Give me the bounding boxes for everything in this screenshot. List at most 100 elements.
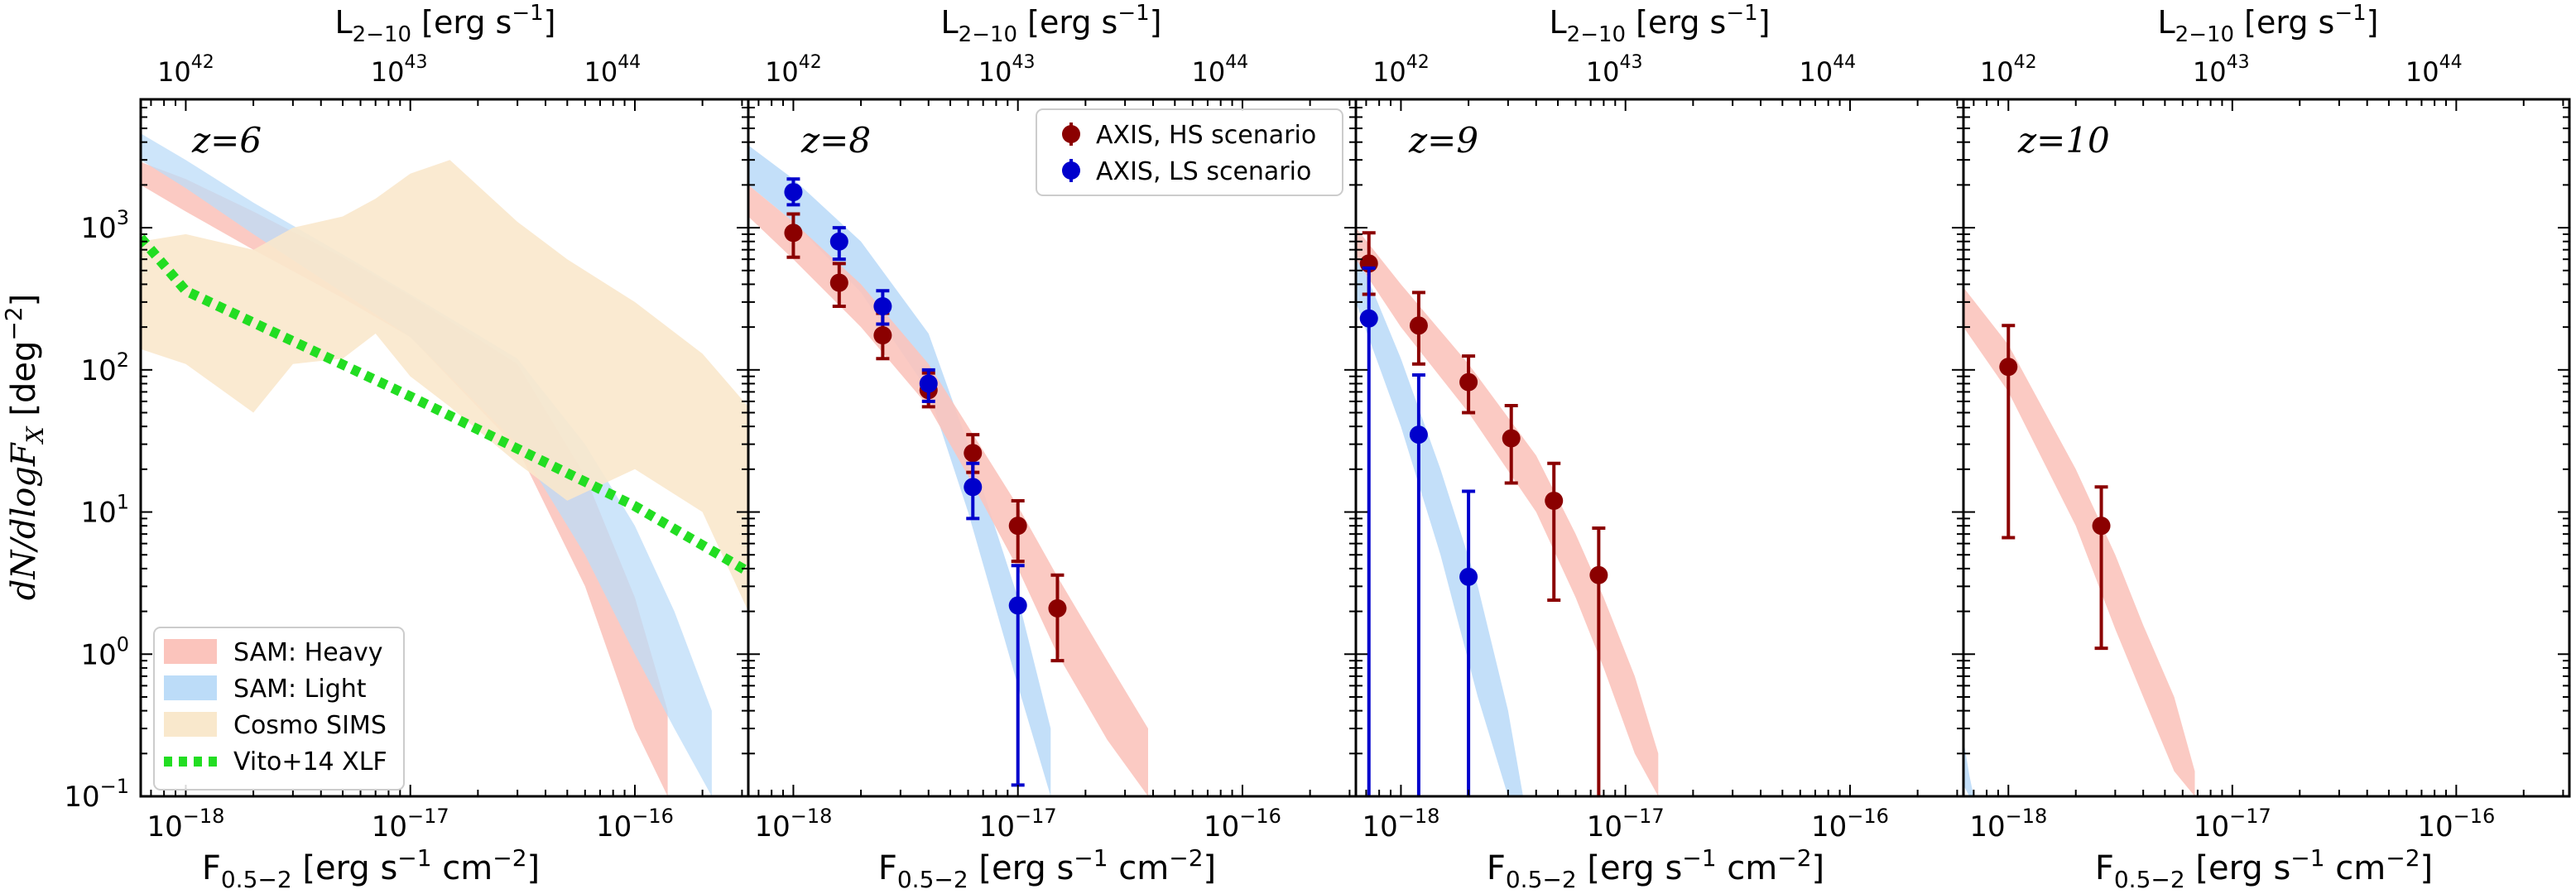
marker-hs xyxy=(1008,517,1027,536)
point-hs-panel-4-1 xyxy=(2092,485,2111,651)
top-tick-label: 1042 xyxy=(1372,52,1430,88)
legend-label-cosmo: Cosmo SIMS xyxy=(233,711,387,740)
x-tick-label: 10−17 xyxy=(1587,805,1665,844)
point-hs-panel-3-5 xyxy=(1589,526,1608,796)
y-tick-label: 10−1 xyxy=(64,775,129,814)
marker-hs xyxy=(1048,598,1067,618)
legend-frame xyxy=(153,627,405,791)
x-tick-label: 10−18 xyxy=(147,805,224,844)
marker-hs xyxy=(1545,491,1564,510)
point-hs-panel-4-0 xyxy=(1999,324,2018,540)
line-vito-xlf xyxy=(141,234,748,576)
x-tick-label: 10−17 xyxy=(2194,805,2271,844)
legend-swatch-sam-heavy xyxy=(164,639,217,664)
x-axis-label-panel-4: F0.5−2 [erg s−1 cm−2] xyxy=(2095,844,2433,893)
top-tick-label: 1044 xyxy=(1191,52,1248,88)
legend-label-sam-light: SAM: Light xyxy=(233,675,367,704)
legend-axis: AXIS, HS scenario AXIS, LS scenario xyxy=(1036,108,1343,196)
point-ls-panel-3-2 xyxy=(1459,489,1478,796)
x-tick-label: 10−17 xyxy=(979,805,1057,844)
marker-ls xyxy=(964,478,983,497)
point-ls-panel-3-0 xyxy=(1359,266,1378,796)
legend-swatch-cosmo xyxy=(164,712,217,737)
top-tick-label: 1043 xyxy=(371,52,428,88)
point-ls-panel-2-4 xyxy=(964,461,983,521)
marker-hs xyxy=(1502,429,1521,448)
band-sam-heavy-panel-2 xyxy=(748,185,1148,796)
panel-label-z9: z=9 xyxy=(1408,120,1478,161)
top-tick-label: 1043 xyxy=(1586,52,1643,88)
legend-label-vito: Vito+14 XLF xyxy=(233,747,387,776)
band-sam-heavy-panel-3 xyxy=(1356,228,1659,796)
top-axis-label-panel-1: L2−10 [erg s−1] xyxy=(335,1,556,47)
band-sam-light-panel-4 xyxy=(1963,739,1974,796)
x-tick-label: 10−18 xyxy=(1362,805,1439,844)
point-hs-panel-3-2 xyxy=(1459,354,1478,415)
top-axis-label-panel-4: L2−10 [erg s−1] xyxy=(2158,1,2379,47)
point-hs-panel-3-4 xyxy=(1545,461,1564,602)
y-tick-label: 102 xyxy=(80,348,129,387)
point-hs-panel-2-1 xyxy=(829,262,848,309)
legend-label-ls: AXIS, LS scenario xyxy=(1096,157,1311,186)
panel-frame-3 xyxy=(1354,98,1965,798)
point-hs-panel-3-3 xyxy=(1502,404,1521,485)
top-tick-label: 1042 xyxy=(1980,52,2037,88)
marker-hs xyxy=(1999,358,2018,377)
marker-ls xyxy=(873,297,892,316)
panel-frame-2 xyxy=(747,98,1358,798)
marker-hs xyxy=(829,273,848,292)
band-cosmo-panel-1 xyxy=(141,160,748,612)
point-ls-panel-2-1 xyxy=(829,226,848,262)
panel-label-z10: z=10 xyxy=(2017,120,2110,161)
marker-ls xyxy=(1409,425,1428,445)
y-axis-label: dN/dlogFX [deg−2] xyxy=(0,294,49,600)
marker-hs xyxy=(873,326,892,345)
marker-hs xyxy=(1459,372,1478,392)
point-hs-panel-2-0 xyxy=(784,212,803,259)
x-tick-label: 10−16 xyxy=(2417,805,2495,844)
y-tick-label: 101 xyxy=(80,491,129,530)
x-axis-label-panel-2: F0.5−2 [erg s−1 cm−2] xyxy=(878,844,1216,893)
top-tick-label: 1042 xyxy=(157,52,214,88)
marker-hs xyxy=(1409,316,1428,335)
point-ls-panel-2-5 xyxy=(1008,564,1027,787)
legend-ls-marker xyxy=(1062,161,1080,180)
marker-hs xyxy=(784,223,803,243)
y-tick-label: 100 xyxy=(80,632,129,671)
legend-hs-marker xyxy=(1062,125,1080,143)
top-tick-label: 1044 xyxy=(584,52,641,88)
legend-axis-frame xyxy=(1036,108,1343,196)
top-axis-label-panel-3: L2−10 [erg s−1] xyxy=(1550,1,1771,47)
panel-frame-4 xyxy=(1962,98,2571,798)
x-tick-label: 10−16 xyxy=(1204,805,1281,844)
legend-bands: SAM: Heavy SAM: Light Cosmo SIMS Vito+14… xyxy=(153,627,405,791)
x-tick-label: 10−16 xyxy=(1811,805,1889,844)
legend-swatch-sam-light xyxy=(164,675,217,700)
x-axis-label-panel-1: F0.5−2 [erg s−1 cm−2] xyxy=(202,844,540,893)
legend-label-hs: AXIS, HS scenario xyxy=(1096,121,1316,150)
marker-hs xyxy=(1589,565,1608,584)
x-tick-label: 10−16 xyxy=(596,805,674,844)
x-axis-label-panel-3: F0.5−2 [erg s−1 cm−2] xyxy=(1487,844,1824,893)
top-tick-label: 1043 xyxy=(978,52,1036,88)
point-ls-panel-2-0 xyxy=(784,177,803,207)
marker-ls xyxy=(1008,596,1027,615)
y-tick-label: 103 xyxy=(80,206,129,245)
panel-label-z6: z=6 xyxy=(191,120,262,161)
x-tick-label: 10−17 xyxy=(372,805,449,844)
panel-label-z8: z=8 xyxy=(800,120,871,161)
point-ls-panel-2-3 xyxy=(919,368,938,403)
band-sam-heavy-panel-4 xyxy=(1963,287,2195,796)
marker-ls xyxy=(784,183,803,202)
marker-hs xyxy=(964,444,983,463)
legend-label-sam-heavy: SAM: Heavy xyxy=(233,638,383,667)
point-ls-panel-2-2 xyxy=(873,289,892,326)
marker-hs xyxy=(2092,517,2111,536)
marker-ls xyxy=(919,374,938,393)
point-hs-panel-2-6 xyxy=(1048,573,1067,663)
marker-ls xyxy=(829,232,848,251)
marker-ls xyxy=(1459,567,1478,586)
point-ls-panel-3-1 xyxy=(1409,373,1428,796)
point-hs-panel-3-1 xyxy=(1409,291,1428,366)
